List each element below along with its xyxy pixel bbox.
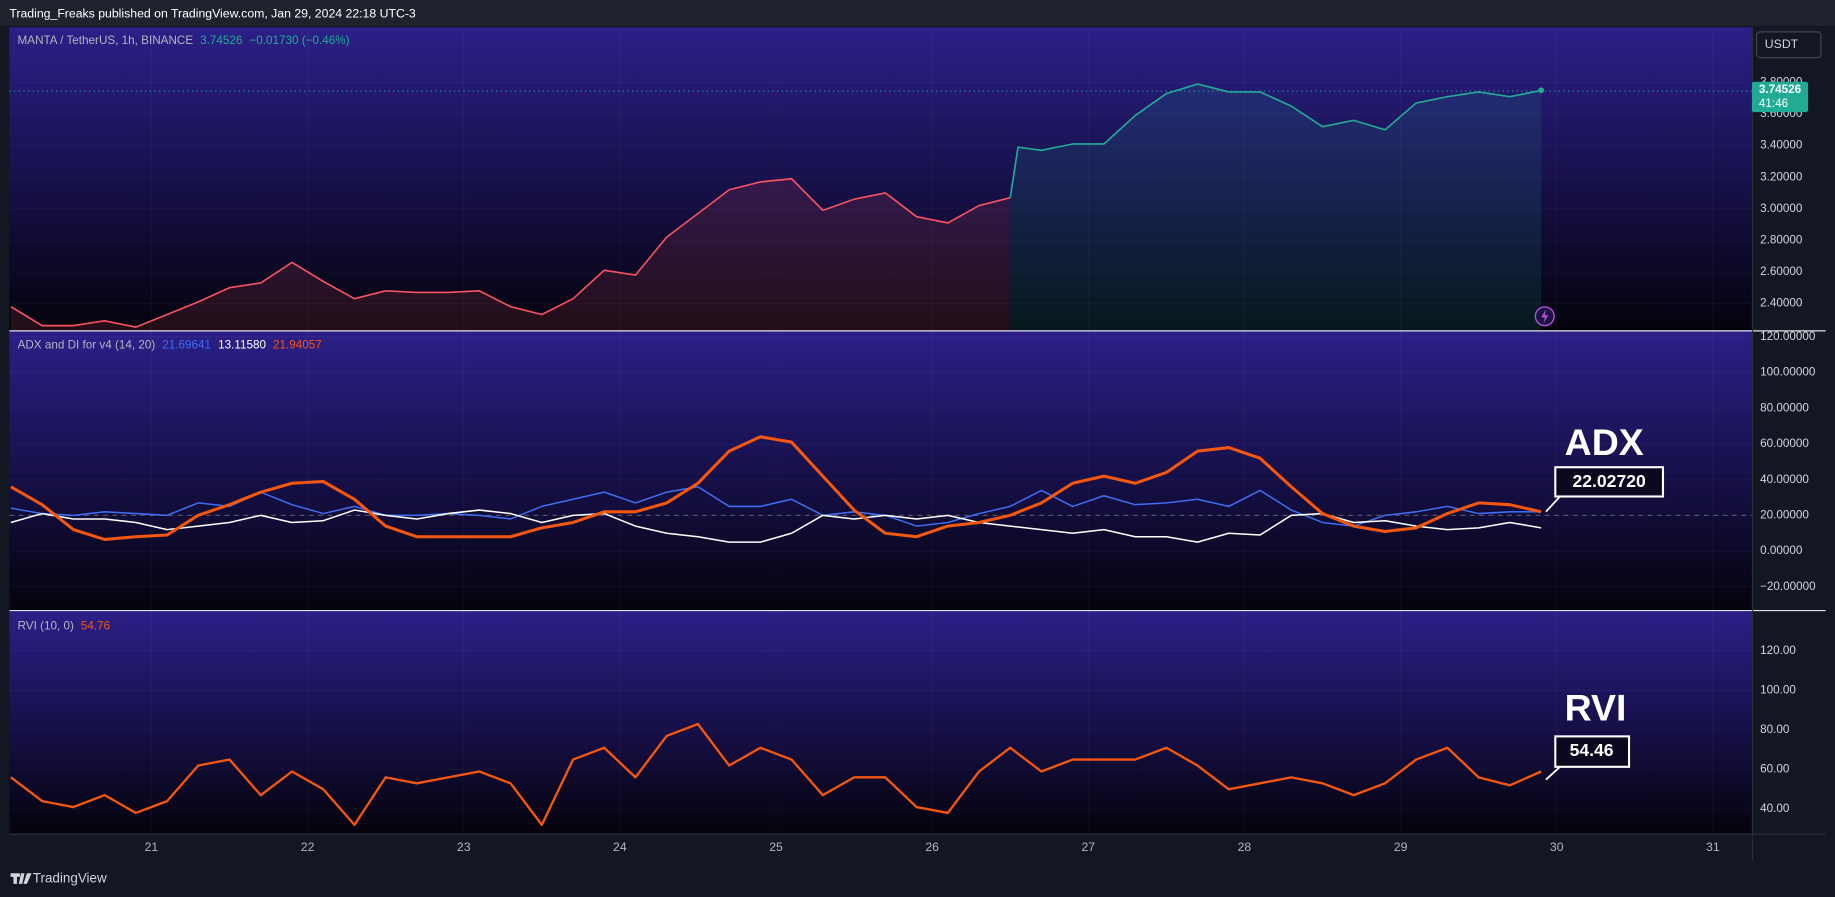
y-tick-label: 80.00000 <box>1760 401 1809 414</box>
last-price-label: 3.74526 <box>1759 83 1802 96</box>
callout-leader <box>1545 495 1561 513</box>
currency-button[interactable] <box>1756 31 1822 59</box>
y-tick-label: 0.00000 <box>1760 544 1803 557</box>
callout-box <box>1554 466 1665 498</box>
brand-logo <box>10 873 32 884</box>
symbol-legend: MANTA / TetherUS, 1h, BINANCE 3.74526 −0.0… <box>18 34 350 47</box>
price-area <box>1010 84 1542 331</box>
legend-value: 13.11580 <box>218 339 266 352</box>
plot-layer: 21 22 23 24 25 26 27 28 29 30 31 2.40000 2.60000 2.80… <box>9 76 1816 854</box>
series-line <box>1009 83 1542 198</box>
rvi-legend: RVI (10, 0) 54.76 <box>18 619 111 632</box>
series-line <box>10 486 1542 527</box>
y-tick-label: 60.00 <box>1760 763 1790 776</box>
currency[interactable]: USDT <box>1765 37 1799 51</box>
y-tick-label: 20.00000 <box>1760 508 1809 521</box>
y-tick-label: 3.20000 <box>1760 170 1803 183</box>
indicator-title: ADX and DI for v4 (14, 20) <box>18 339 156 352</box>
x-tick-label: 29 <box>1394 840 1408 854</box>
y-tick-label: 3.00000 <box>1760 202 1803 215</box>
y-tick-label: 100.00 <box>1760 684 1796 697</box>
annotation-title: ADX <box>1565 421 1644 463</box>
price-scale <box>1751 27 1826 834</box>
y-tick-label: 40.00000 <box>1760 473 1809 486</box>
brand: TradingView <box>33 871 107 886</box>
callout-label: 22.02720 <box>1573 471 1646 491</box>
countdown: 41:46 <box>1759 97 1788 110</box>
x-tick-label: 26 <box>925 840 939 854</box>
x-tick-label: 23 <box>457 840 471 854</box>
y-tick-label: 2.40000 <box>1760 297 1803 310</box>
y-tick-label: 80.00 <box>1760 723 1790 736</box>
y-tick-label: 60.00000 <box>1760 437 1809 450</box>
y-tick-label: 120.00000 <box>1760 330 1816 343</box>
x-tick-label: 27 <box>1081 840 1095 854</box>
last-price-box <box>1751 81 1809 113</box>
pane-bg <box>9 611 1752 834</box>
series-line <box>10 435 1542 541</box>
symbol-title: MANTA / TetherUS, 1h, BINANCE <box>18 34 194 47</box>
x-tick-label: 22 <box>301 840 315 854</box>
legend-value: 21.69641 <box>162 339 211 352</box>
series-line <box>10 722 1542 827</box>
x-tick-label: 24 <box>613 840 627 854</box>
y-tick-label: 40.00 <box>1760 802 1790 815</box>
callout-leader <box>1545 766 1561 781</box>
legend-value: 54.76 <box>81 619 110 632</box>
pane-bg <box>9 27 1752 331</box>
top-bar <box>0 0 1835 27</box>
indicator-title: RVI (10, 0) <box>18 619 74 632</box>
price-change: −0.01730 (−0.46%) <box>249 34 349 47</box>
series-line <box>10 177 1011 328</box>
lightning-glyph <box>1541 309 1549 324</box>
y-tick-label: 2.60000 <box>1760 265 1803 278</box>
pane-bg <box>9 331 1752 610</box>
adx-legend: ADX and DI for v4 (14, 20) 21.69641 13.115… <box>18 339 322 352</box>
annotation-title: RVI <box>1565 687 1627 729</box>
x-tick-label: 30 <box>1550 840 1564 854</box>
y-tick-label: −20.00000 <box>1760 580 1816 593</box>
last-point <box>1538 87 1545 94</box>
x-tick-label: 21 <box>145 840 159 854</box>
x-tick-label: 31 <box>1706 840 1720 854</box>
callout-box <box>1554 735 1631 768</box>
y-tick-label: 2.80000 <box>1760 233 1803 246</box>
legend-value: 21.94057 <box>273 339 322 352</box>
last-price: 3.74526 <box>200 34 242 47</box>
callout-label: 54.46 <box>1570 740 1614 760</box>
x-tick-label: 25 <box>769 840 783 854</box>
x-tick-label: 28 <box>1238 840 1252 854</box>
y-tick-label: 3.40000 <box>1760 139 1803 152</box>
y-tick-label: 120.00 <box>1760 644 1796 657</box>
series-line <box>10 509 1542 543</box>
price-area <box>10 178 1011 331</box>
publisher: Trading_Freaks published on TradingView.… <box>9 7 416 21</box>
y-tick-label: 100.00000 <box>1760 366 1816 379</box>
